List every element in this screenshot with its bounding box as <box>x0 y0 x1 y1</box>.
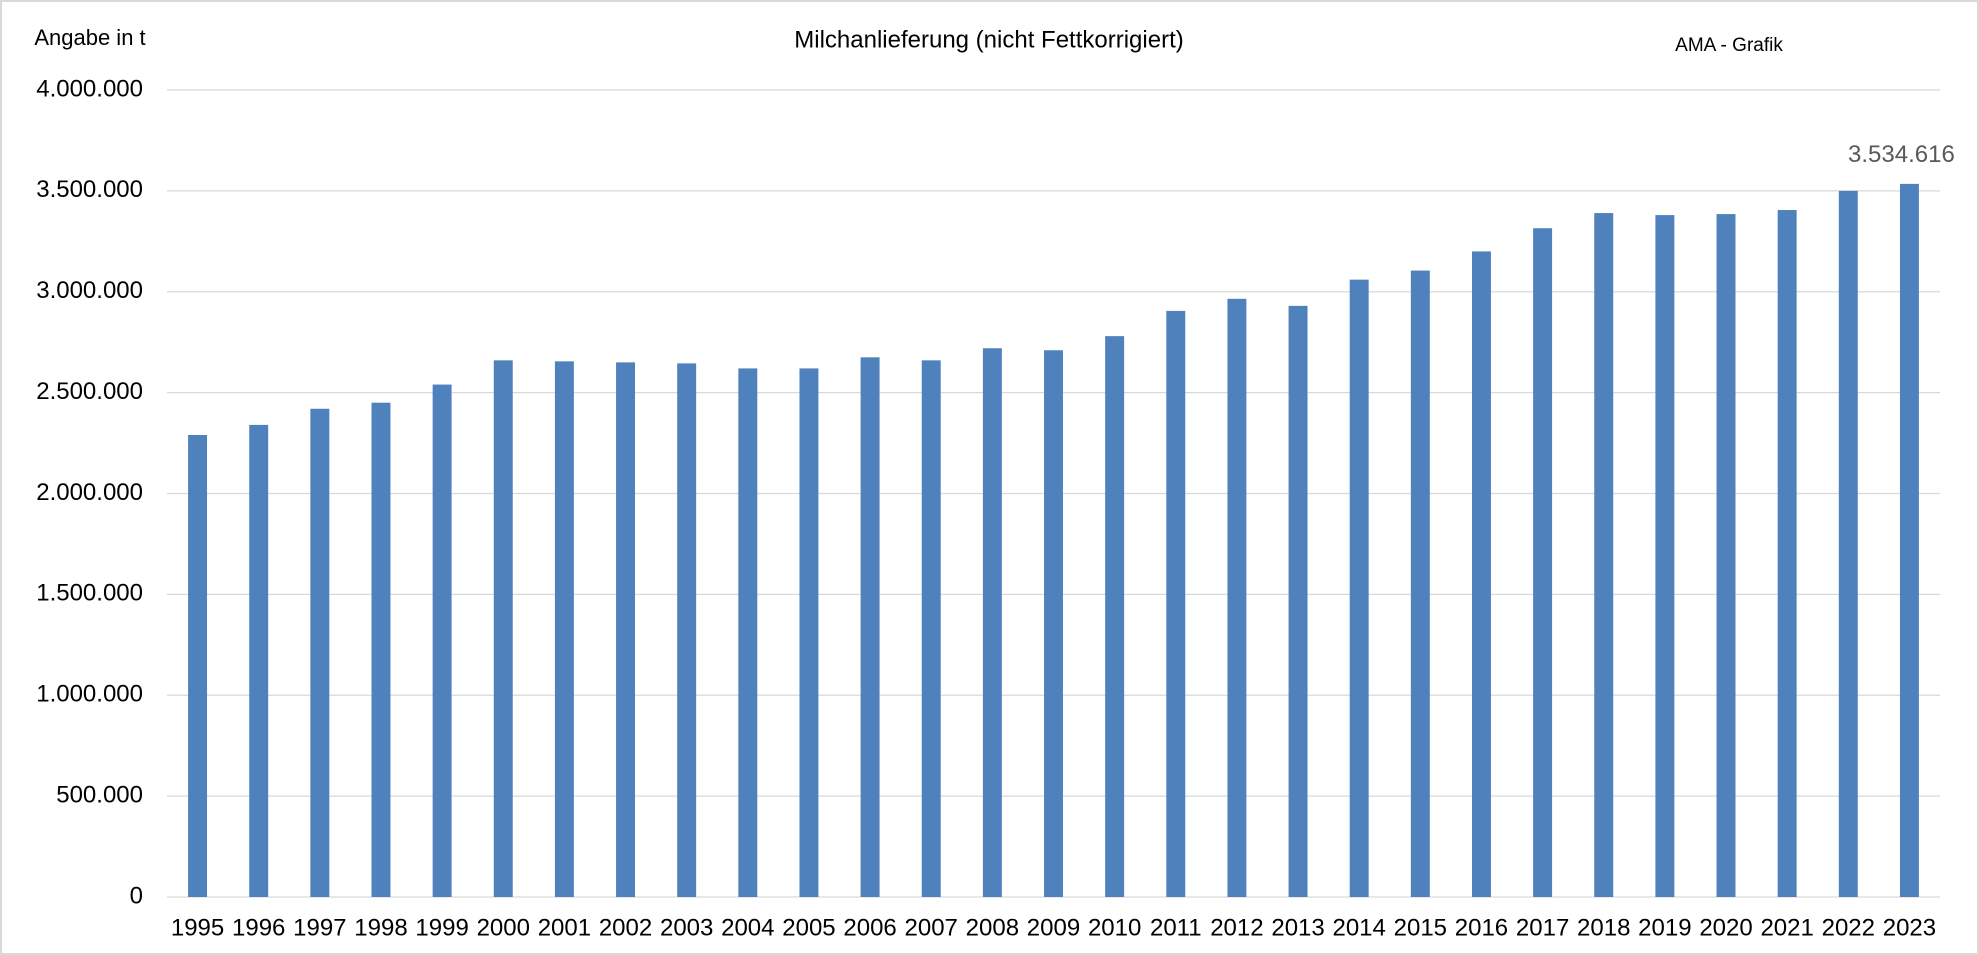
y-tick-label: 500.000 <box>56 781 143 808</box>
y-tick-label: 3.500.000 <box>36 176 143 203</box>
bar <box>677 363 697 898</box>
x-tick-label: 1999 <box>415 914 468 941</box>
bar <box>1777 210 1797 897</box>
bar <box>1166 310 1186 897</box>
bar <box>1105 336 1125 897</box>
y-tick-label: 0 <box>130 882 143 909</box>
x-tick-label: 2011 <box>1150 914 1202 941</box>
x-tick-label: 2008 <box>966 914 1019 941</box>
x-tick-label: 2005 <box>782 914 835 941</box>
data-label: 3.534.616 <box>1848 141 1955 168</box>
x-tick-label: 2007 <box>905 914 958 941</box>
bar <box>1349 279 1369 897</box>
x-tick-label: 1998 <box>354 914 407 941</box>
bar <box>1594 213 1614 897</box>
unit-label: Angabe in t <box>34 25 145 50</box>
x-tick-label: 2017 <box>1516 914 1569 941</box>
bar <box>310 408 330 897</box>
bar <box>982 348 1002 897</box>
x-tick-label: 2019 <box>1638 914 1691 941</box>
x-tick-label: 2018 <box>1577 914 1630 941</box>
x-tick-label: 2003 <box>660 914 713 941</box>
bar <box>249 424 269 897</box>
y-tick-label: 1.500.000 <box>36 580 143 607</box>
x-tick-label: 2023 <box>1883 914 1936 941</box>
x-tick-label: 2006 <box>843 914 896 941</box>
bar <box>1838 190 1858 897</box>
x-tick-label: 2000 <box>477 914 530 941</box>
bar <box>371 402 391 897</box>
bar <box>1899 183 1919 897</box>
x-tick-label: 2001 <box>538 914 591 941</box>
bar <box>432 384 452 897</box>
y-tick-label: 1.000.000 <box>36 681 143 708</box>
bar <box>1716 214 1736 898</box>
bar <box>1471 251 1491 897</box>
x-tick-label: 2013 <box>1271 914 1324 941</box>
source-label: AMA - Grafik <box>1675 35 1783 56</box>
y-tick-label: 3.000.000 <box>36 277 143 304</box>
bar <box>1288 305 1308 897</box>
x-tick-label: 2020 <box>1699 914 1752 941</box>
x-tick-label: 2022 <box>1822 914 1875 941</box>
x-tick-label: 1997 <box>293 914 346 941</box>
x-tick-label: 1996 <box>232 914 285 941</box>
bar <box>1410 270 1430 897</box>
bar <box>1227 298 1247 897</box>
bar <box>493 360 513 898</box>
bar <box>1655 215 1675 897</box>
x-tick-label: 2016 <box>1455 914 1508 941</box>
bar <box>738 368 758 897</box>
x-tick-label: 2012 <box>1210 914 1263 941</box>
x-tick-label: 2009 <box>1027 914 1080 941</box>
y-tick-label: 2.000.000 <box>36 479 143 506</box>
y-tick-label: 2.500.000 <box>36 378 143 405</box>
x-tick-label: 2002 <box>599 914 652 941</box>
bar <box>616 362 636 897</box>
chart-title: Milchanlieferung (nicht Fettkorrigiert) <box>794 26 1183 53</box>
bar <box>1533 228 1553 898</box>
bar <box>921 360 941 898</box>
x-tick-label: 2021 <box>1760 914 1813 941</box>
x-tick-label: 2004 <box>721 914 774 941</box>
x-tick-label: 1995 <box>171 914 224 941</box>
bar <box>554 361 574 897</box>
x-tick-label: 2014 <box>1332 914 1385 941</box>
x-tick-label: 2010 <box>1088 914 1141 941</box>
bar <box>1044 350 1063 897</box>
bar <box>860 357 880 898</box>
bar <box>188 434 208 897</box>
y-tick-label: 4.000.000 <box>36 75 143 102</box>
bar <box>799 368 819 897</box>
x-tick-label: 2015 <box>1394 914 1447 941</box>
